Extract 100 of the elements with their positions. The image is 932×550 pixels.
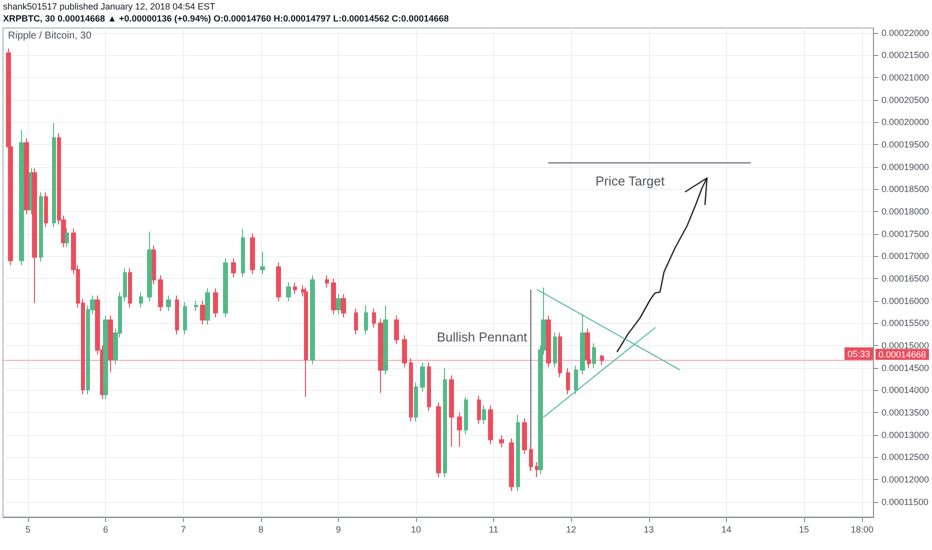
candlestick: [250, 232, 255, 275]
candlestick: [372, 308, 376, 328]
candlestick: [529, 444, 533, 472]
text: shank501517 published January 12, 2018 04:54 EST: [3, 2, 216, 12]
candlestick: [223, 258, 228, 318]
y-tick-label: 0.00014000: [881, 385, 930, 396]
y-tick-label: 0.00022000: [881, 28, 930, 38]
x-tick-label: 5: [26, 524, 31, 534]
candlestick: [457, 412, 462, 448]
x-tick-label: 10: [410, 524, 422, 534]
candlestick: [394, 315, 399, 345]
y-tick-label: 0.00014500: [881, 362, 930, 373]
candlestick: [364, 304, 368, 335]
candlestick: [213, 288, 218, 318]
x-tick-label: 15: [798, 524, 809, 534]
candlestick: [488, 404, 493, 445]
y-tick-label: 0.00017500: [881, 228, 930, 239]
candlestick: [103, 315, 108, 400]
candlestick: [449, 374, 454, 448]
candlestick: [383, 304, 388, 376]
y-tick-label: 0.00020500: [881, 94, 930, 105]
candlestick: [580, 314, 585, 376]
y-tick-label: 0.00012000: [881, 474, 930, 484]
annotation: Price Target: [595, 174, 665, 188]
annotation: Bullish Pennant: [436, 330, 528, 344]
candlestick: [152, 244, 156, 285]
candlestick: [44, 192, 48, 228]
candlestick: [420, 362, 425, 392]
candlestick: [241, 228, 245, 278]
y-tick-label: 0.00015500: [881, 318, 930, 328]
candlestick: [592, 342, 596, 368]
candlestick: [260, 251, 265, 275]
candlestick: [175, 295, 179, 335]
y-tick-label: 0.00017000: [881, 251, 930, 262]
y-tick-label: 0.00020000: [881, 117, 930, 128]
candlestick: [546, 315, 551, 368]
candlestick: [108, 315, 113, 373]
y-tick-label: 0.00021500: [881, 50, 930, 60]
y-tick-label: 0.00013000: [881, 430, 930, 440]
ref-line-label: 0.00014668: [878, 349, 926, 360]
candlestick: [436, 402, 441, 478]
candlestick: [32, 168, 37, 304]
candlestick: [166, 295, 171, 312]
x-tick-label: 6: [103, 524, 108, 534]
y-tick-label: 0.00016500: [881, 274, 930, 284]
y-tick-label: 0.00013500: [881, 408, 930, 418]
candlestick: [200, 300, 205, 326]
x-tick-label: 8: [258, 524, 264, 534]
candlestick: [310, 274, 315, 365]
candlestick: [293, 282, 297, 295]
candlestick: [39, 192, 43, 262]
y-tick-label: 0.00015000: [881, 340, 930, 351]
candlestick: [354, 308, 358, 335]
x-tick-label: 12: [566, 524, 576, 534]
x-tick-label: 9: [336, 524, 341, 534]
candlestick: [341, 294, 346, 318]
candlestick: [409, 358, 413, 422]
y-tick-label: 0.00019000: [881, 162, 930, 172]
candlestick: [443, 367, 447, 478]
y-tick-label: 0.00012500: [881, 452, 930, 462]
chart-title: Ripple / Bitcoin, 30: [8, 30, 92, 42]
candlestick: [482, 404, 486, 425]
candlestick: [464, 396, 468, 435]
x-tick-label: 14: [721, 524, 732, 534]
candlestick: [566, 368, 570, 395]
candlestick: [558, 332, 562, 378]
candlestick: [65, 228, 69, 248]
candlestick: [336, 294, 341, 315]
candlestick: [158, 274, 163, 312]
candlestick: [402, 334, 407, 368]
candlestick: [139, 292, 143, 308]
candlestick: [414, 382, 418, 422]
candlestick: [128, 268, 132, 308]
candlestick: [427, 362, 431, 412]
candlestick: [205, 288, 210, 326]
annotation: 05:33: [847, 348, 870, 359]
x-tick-label: 18:00: [850, 524, 874, 534]
y-tick-label: 0.00019500: [881, 140, 930, 150]
y-tick-label: 0.00016000: [881, 296, 930, 306]
candlestick: [378, 318, 383, 394]
candlestick: [276, 262, 281, 302]
candlestick: [553, 332, 557, 368]
x-tick-label: 13: [644, 524, 654, 534]
candlestick: [194, 300, 198, 312]
candlestick: [509, 438, 514, 492]
candlestick: [24, 138, 29, 215]
candlestick: [304, 286, 308, 398]
candlestick: [574, 365, 578, 395]
candlestick: [286, 282, 291, 302]
candlestick: [516, 414, 520, 492]
x-tick-label: 7: [180, 524, 186, 534]
candlestick: [231, 258, 236, 278]
candlestick: [325, 274, 329, 288]
candlestick: [183, 302, 187, 335]
y-tick-label: 0.00011500: [881, 496, 928, 507]
candlestick: [331, 278, 336, 315]
candlestick: [535, 462, 539, 478]
x-tick-label: 11: [488, 524, 498, 534]
candlestick: [522, 418, 527, 455]
chart-subtitle: XRPBTC, 30 0.00014668 ▲ +0.00000136 (+0.94%) O:0.00014760 H:0.00014797 L:0.00014562 C:0.00014668: [3, 14, 449, 24]
